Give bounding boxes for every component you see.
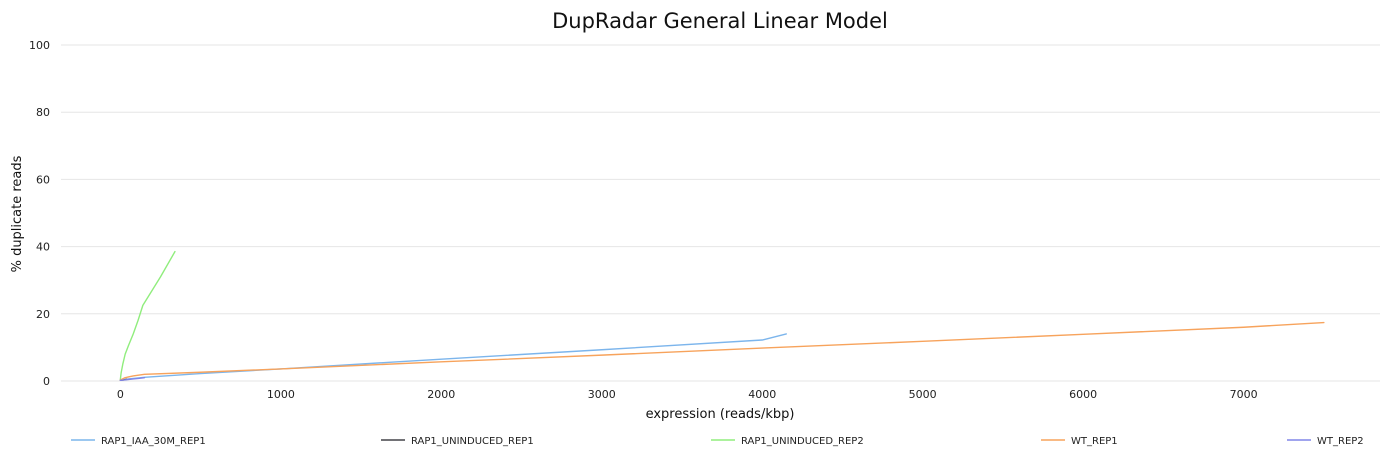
legend-item-1[interactable]: RAP1_IAA_30M_REP1 — [71, 436, 206, 447]
y-tick-label: 40 — [36, 241, 50, 254]
x-axis-label: expression (reads/kbp) — [646, 407, 795, 422]
x-tick-label: 4000 — [748, 388, 776, 401]
legend-item-3[interactable]: RAP1_UNINDUCED_REP2 — [711, 436, 864, 447]
x-tick-label: 2000 — [427, 388, 455, 401]
series-line-1 — [119, 333, 787, 381]
x-tick-label: 7000 — [1230, 388, 1258, 401]
legend-label: RAP1_UNINDUCED_REP1 — [411, 436, 534, 447]
legend-label: RAP1_UNINDUCED_REP2 — [741, 436, 864, 447]
legend-label: WT_REP2 — [1317, 436, 1364, 447]
y-tick-label: 80 — [36, 106, 50, 119]
legend-item-4[interactable]: WT_REP1 — [1041, 436, 1118, 447]
grid-lines — [61, 44, 1380, 382]
y-axis-label: % duplicate reads — [10, 155, 25, 272]
legend-label: WT_REP1 — [1071, 436, 1118, 447]
y-tick-label: 20 — [36, 308, 50, 321]
series-line-3 — [119, 250, 176, 381]
x-axis-ticks: 0 1000 2000 3000 4000 5000 6000 7000 — [117, 388, 1258, 401]
x-tick-label: 3000 — [588, 388, 616, 401]
legend-item-5[interactable]: WT_REP2 — [1287, 436, 1364, 447]
legend-label: RAP1_IAA_30M_REP1 — [101, 436, 206, 447]
y-tick-label: 100 — [29, 39, 50, 52]
plot-series — [119, 250, 1325, 382]
y-axis-ticks: 0 20 40 60 80 100 — [29, 39, 50, 388]
x-tick-label: 1000 — [267, 388, 295, 401]
y-tick-label: 0 — [43, 375, 50, 388]
x-tick-label: 5000 — [909, 388, 937, 401]
series-line-4 — [119, 321, 1325, 381]
series-line-5 — [119, 376, 146, 382]
legend-item-2[interactable]: RAP1_UNINDUCED_REP1 — [381, 436, 534, 447]
legend: RAP1_IAA_30M_REP1 RAP1_UNINDUCED_REP1 RAP1… — [71, 436, 1364, 447]
x-tick-label: 6000 — [1069, 388, 1097, 401]
chart-title: DupRadar General Linear Model — [552, 9, 888, 33]
x-tick-label: 0 — [117, 388, 124, 401]
y-tick-label: 60 — [36, 173, 50, 186]
